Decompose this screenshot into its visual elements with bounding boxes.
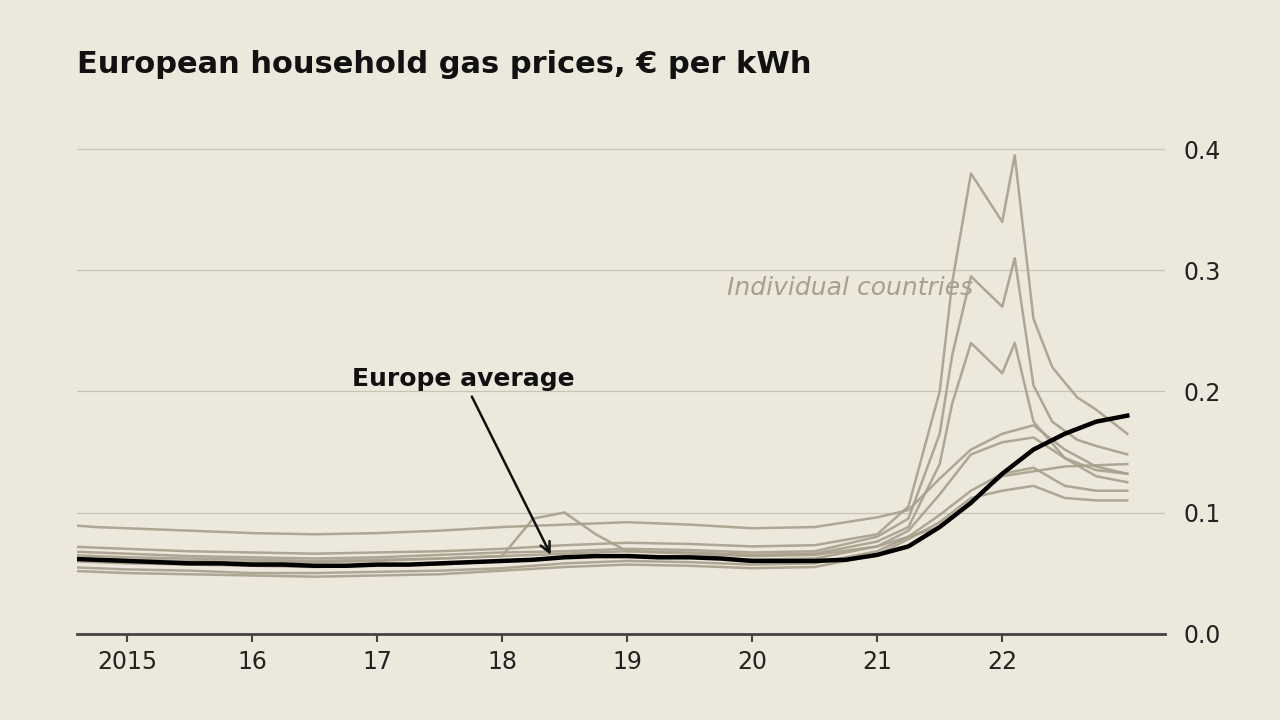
Text: Individual countries: Individual countries (727, 276, 973, 300)
Text: European household gas prices, € per kWh: European household gas prices, € per kWh (77, 50, 812, 79)
Text: Europe average: Europe average (352, 367, 575, 552)
